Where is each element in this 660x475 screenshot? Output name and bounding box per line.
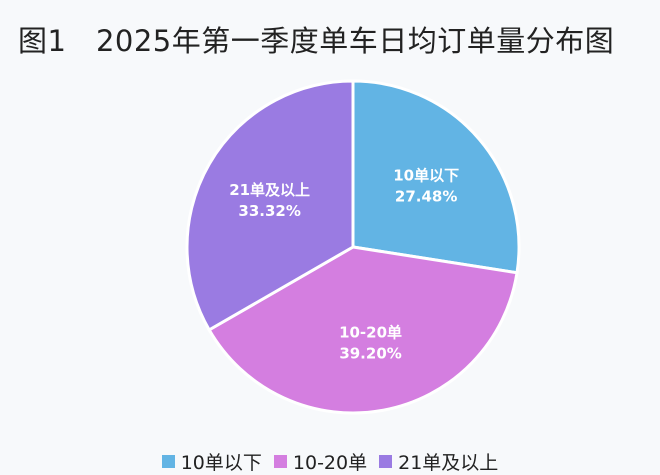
legend-label: 10-20单 — [292, 452, 368, 474]
pie-slice-1 — [207, 245, 519, 415]
slice-value-label: 39.20% — [339, 345, 401, 363]
slice-category-label: 21单及以上 — [229, 181, 310, 199]
slice-category-label: 10-20单 — [339, 324, 402, 342]
slice-category-label: 10单以下 — [393, 166, 459, 184]
pie-slice-2 — [185, 79, 355, 332]
slice-value-label: 33.32% — [238, 202, 300, 220]
slice-value-label: 27.48% — [395, 187, 457, 205]
legend-label: 21单及以上 — [398, 452, 499, 474]
legend-swatch — [379, 455, 393, 468]
legend-item: 21单及以上 — [379, 448, 498, 475]
chart-title: 图1 2025年第一季度单车日均订单量分布图 — [18, 24, 615, 58]
legend-swatch — [273, 455, 287, 468]
pie-slice-0 — [351, 79, 521, 275]
legend-label: 10单以下 — [180, 452, 262, 474]
legend-item: 10-20单 — [273, 448, 368, 475]
legend: 10单以下 10-20单 21单及以上 — [0, 448, 660, 475]
legend-item: 10单以下 — [161, 448, 262, 475]
legend-swatch — [161, 455, 175, 468]
